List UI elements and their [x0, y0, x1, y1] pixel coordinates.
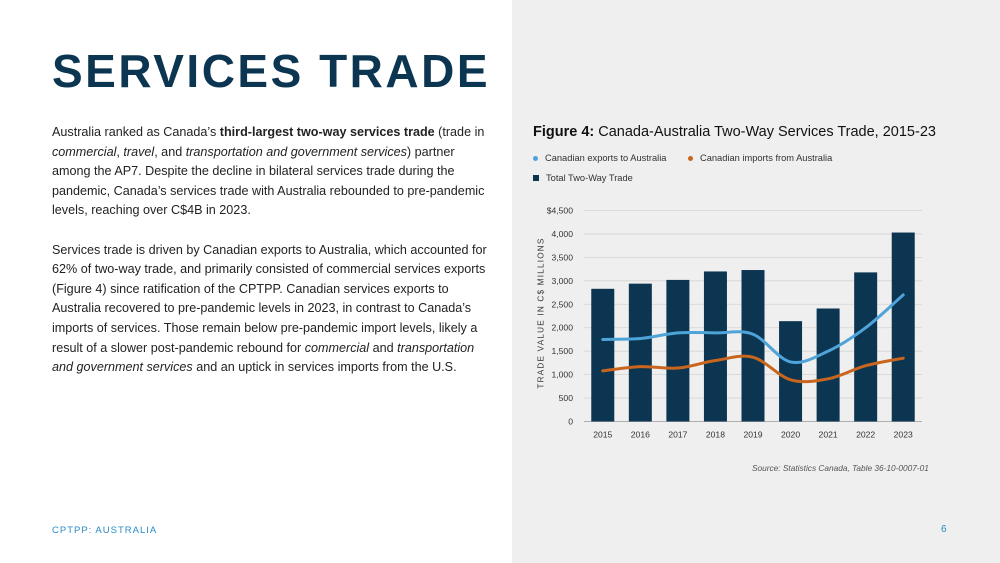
figure-title: Figure 4: Canada-Australia Two-Way Servi…: [533, 124, 936, 140]
y-tick-label-7: 3,500: [551, 252, 573, 262]
bar-2022: [854, 272, 878, 422]
paragraph-1-run-0: Australia ranked as Canada’s: [52, 125, 220, 139]
paragraph-2-run-1: commercial: [304, 340, 370, 355]
x-tick-label-2016: 2016: [631, 430, 650, 440]
paragraph-2: Services trade is driven by Canadian exp…: [52, 241, 492, 378]
figure-title-text: Canada-Australia Two-Way Services Trade,…: [598, 124, 936, 140]
paragraph-2-run-0: Services trade is driven by Canadian exp…: [52, 242, 487, 355]
x-tick-label-2017: 2017: [668, 430, 687, 440]
legend-imports-label: Canadian imports from Australia: [700, 153, 833, 163]
bar-2015: [591, 288, 615, 422]
paragraph-1-run-5: travel: [123, 144, 155, 159]
bar-2023: [891, 232, 915, 422]
legend-imports-dot-icon: [688, 155, 693, 161]
x-tick-label-2023: 2023: [894, 430, 913, 440]
x-tick-label-2018: 2018: [706, 430, 725, 440]
y-tick-label-3: 1,500: [551, 346, 573, 356]
y-tick-label-6: 3,000: [551, 276, 573, 286]
paragraph-1-run-2: (trade in: [434, 125, 485, 139]
y-tick-label-2: 1,000: [551, 370, 573, 380]
y-tick-label-5: 2,500: [551, 299, 573, 309]
figure-label: Figure 4:: [533, 124, 595, 140]
services-trade-chart: 0 500 1,000 1,500 2,000 2,500 3,000 3,500 4,000 $…: [547, 206, 922, 440]
legend-item-exports: Canadian exports to Australia: [533, 153, 666, 163]
legend-total-square-icon: [533, 175, 539, 181]
x-tick-label-2020: 2020: [781, 430, 800, 440]
paragraph-2-run-3: transportation and government services: [52, 340, 475, 375]
bar-2021: [816, 308, 840, 422]
x-tick-label-2019: 2019: [743, 430, 762, 440]
body-text: Australia ranked as Canada’s third-large…: [52, 123, 492, 397]
paragraph-1: Australia ranked as Canada’s third-large…: [52, 123, 492, 221]
paragraph-1-run-1: third-largest two-way services trade: [219, 125, 435, 139]
legend-total-label: Total Two-Way Trade: [546, 173, 633, 183]
paragraph-2-run-4: and an uptick in services imports from t…: [192, 360, 457, 375]
bar-2017: [666, 279, 690, 422]
bar-2016: [628, 283, 652, 422]
x-tick-label-2022: 2022: [856, 430, 875, 440]
legend-exports-label: Canadian exports to Australia: [545, 153, 667, 163]
page-number: 6: [941, 524, 947, 535]
page-title: SERVICES TRADE: [52, 45, 491, 97]
y-tick-label-9: $4,500: [547, 206, 574, 216]
legend-item-total: Total Two-Way Trade: [533, 173, 633, 183]
paragraph-1-run-8: ) partner among the AP7. Despite the dec…: [52, 144, 485, 218]
paragraph-1-run-3: commercial: [52, 144, 117, 159]
legend-item-imports: Canadian imports from Australia: [688, 153, 832, 163]
figure-source: Source: Statistics Canada, Table 36-10-0…: [752, 463, 929, 473]
x-tick-label-2021: 2021: [819, 430, 838, 440]
y-tick-label-4: 2,000: [551, 323, 573, 333]
paragraph-1-run-6: , and: [154, 144, 186, 159]
bar-2018: [703, 271, 727, 422]
legend-exports-dot-icon: [533, 155, 538, 161]
y-tick-label-1: 500: [559, 393, 574, 403]
paragraph-2-run-2: and: [369, 340, 398, 355]
y-tick-label-0: 0: [568, 417, 573, 427]
paragraph-1-run-4: ,: [116, 144, 124, 159]
paragraph-1-run-7: transportation and government services: [185, 144, 407, 159]
y-tick-label-8: 4,000: [551, 229, 573, 239]
footer-section-label: CPTPP: AUSTRALIA: [52, 525, 158, 536]
bar-2020: [779, 321, 803, 422]
bar-2019: [741, 270, 765, 422]
x-tick-label-2015: 2015: [593, 430, 612, 440]
